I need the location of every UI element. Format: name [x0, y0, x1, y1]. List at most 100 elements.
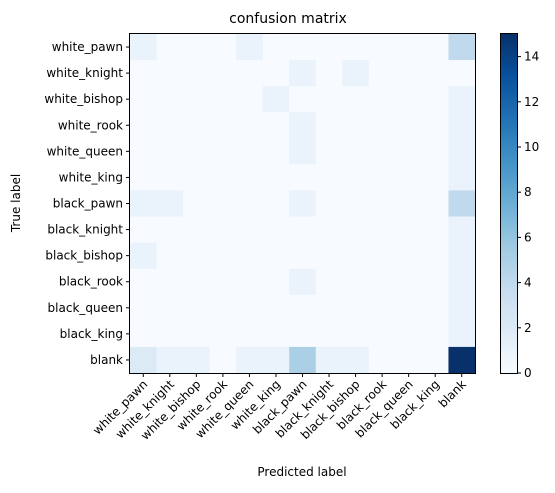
- heatmap-cell: [183, 320, 211, 348]
- heatmap-cell: [236, 138, 264, 165]
- heatmap-cell: [130, 242, 157, 270]
- heatmap-cell: [421, 112, 449, 139]
- heatmap-cell: [236, 60, 264, 87]
- heatmap-cell: [342, 138, 370, 165]
- heatmap-cell: [421, 34, 449, 61]
- y-tick-label: white_queen: [47, 144, 123, 158]
- heatmap-cell: [130, 294, 157, 322]
- heatmap-cell: [368, 242, 396, 270]
- heatmap-cell: [315, 190, 343, 217]
- heatmap-cell: [315, 86, 343, 113]
- y-tick-label: black_knight: [47, 223, 123, 237]
- y-axis-label: True label: [9, 174, 23, 233]
- heatmap-cell: [395, 86, 423, 113]
- heatmap-cell: [368, 112, 396, 139]
- heatmap-cell: [315, 112, 343, 139]
- heatmap-cell: [209, 190, 237, 217]
- heatmap-cell: [209, 34, 237, 61]
- heatmap-cell: [289, 86, 317, 113]
- heatmap-cell: [448, 164, 476, 191]
- heatmap-cell: [421, 294, 449, 322]
- heatmap-cell: [368, 268, 396, 296]
- x-axis: white_pawnwhite_knightwhite_bishopwhite_…: [90, 373, 469, 443]
- heatmap-cell: [183, 34, 211, 61]
- heatmap-cell: [289, 138, 317, 165]
- heatmap-cell: [368, 294, 396, 322]
- heatmap-cell: [262, 190, 290, 217]
- heatmap-cell: [368, 346, 396, 374]
- chart-title: confusion matrix: [229, 11, 347, 27]
- heatmap-cell: [156, 190, 184, 217]
- colorbar-tick-label: 8: [524, 185, 532, 199]
- heatmap-cell: [368, 138, 396, 165]
- heatmap-cell: [395, 138, 423, 165]
- heatmap-cell: [315, 34, 343, 61]
- heatmap-cell: [236, 346, 264, 374]
- heatmap-cell: [289, 320, 317, 348]
- heatmap-cell: [448, 190, 476, 217]
- heatmap-cell: [262, 294, 290, 322]
- heatmap-cell: [183, 86, 211, 113]
- heatmap-cell: [395, 60, 423, 87]
- heatmap-cell: [448, 112, 476, 139]
- heatmap-cell: [342, 346, 370, 374]
- heatmap-cell: [289, 190, 317, 217]
- y-tick-label: black_king: [60, 327, 123, 341]
- heatmap-cell: [183, 242, 211, 270]
- heatmap-cell: [156, 346, 184, 374]
- heatmap-cell: [315, 164, 343, 191]
- heatmap-cell: [342, 60, 370, 87]
- heatmap-cell: [156, 268, 184, 296]
- heatmap-cell: [395, 216, 423, 244]
- heatmap-cell: [209, 86, 237, 113]
- heatmap-cell: [209, 346, 237, 374]
- colorbar-tick-label: 2: [524, 321, 532, 335]
- heatmap-cell: [395, 268, 423, 296]
- heatmap-cell: [421, 190, 449, 217]
- heatmap-cell: [395, 34, 423, 61]
- heatmap-cell: [183, 294, 211, 322]
- heatmap-cell: [421, 138, 449, 165]
- heatmap-cell: [209, 216, 237, 244]
- heatmap-cell: [395, 242, 423, 270]
- y-tick-label: white_rook: [58, 118, 123, 132]
- heatmap-cell: [183, 268, 211, 296]
- heatmap-cell: [236, 320, 264, 348]
- colorbar-tick-label: 6: [524, 230, 532, 244]
- heatmap-cell: [289, 216, 317, 244]
- y-tick-label: white_king: [59, 170, 123, 184]
- heatmap-cell: [448, 60, 476, 87]
- heatmap-cell: [236, 216, 264, 244]
- y-tick-label: white_knight: [46, 66, 123, 80]
- heatmap-cell: [315, 216, 343, 244]
- heatmap-cell: [156, 320, 184, 348]
- heatmap-cell: [289, 164, 317, 191]
- heatmap-cell: [183, 190, 211, 217]
- heatmap-cell: [262, 268, 290, 296]
- heatmap-cell: [262, 60, 290, 87]
- colorbar-tick-label: 12: [524, 95, 539, 109]
- heatmap-cell: [209, 138, 237, 165]
- heatmap-cell: [262, 164, 290, 191]
- heatmap-cell: [395, 112, 423, 139]
- heatmap-cell: [183, 138, 211, 165]
- heatmap-cell: [289, 34, 317, 61]
- heatmap-cell: [342, 112, 370, 139]
- heatmap-cell: [421, 216, 449, 244]
- heatmap-cell: [156, 242, 184, 270]
- heatmap-cell: [262, 242, 290, 270]
- heatmap-cell: [236, 112, 264, 139]
- heatmap-cell: [130, 112, 157, 139]
- heatmap-cell: [130, 86, 157, 113]
- y-tick-label: black_queen: [48, 301, 123, 315]
- heatmap-cell: [448, 216, 476, 244]
- heatmap-cell: [236, 190, 264, 217]
- heatmap-cell: [421, 164, 449, 191]
- heatmap-cell: [156, 216, 184, 244]
- heatmap-cell: [342, 242, 370, 270]
- heatmap-cell: [289, 60, 317, 87]
- heatmap-cell: [209, 268, 237, 296]
- heatmap-cell: [262, 86, 290, 113]
- y-axis: white_pawn white_knight white_bishop white_…: [44, 40, 130, 367]
